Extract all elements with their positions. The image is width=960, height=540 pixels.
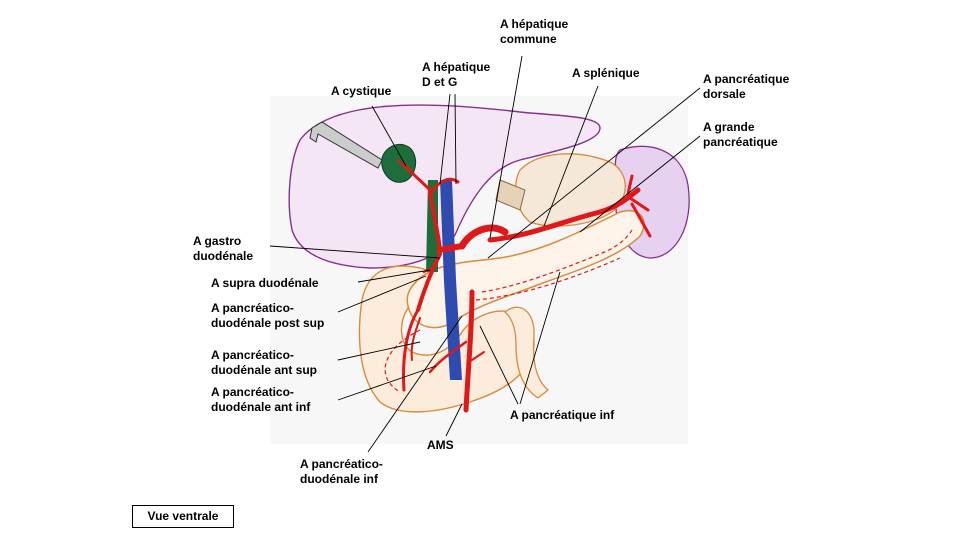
leader-pancreatique-inf-b [519,271,561,405]
label-hepatique-commune: A hépatique commune [500,17,568,47]
label-line: A splénique [572,66,640,80]
label-line: A pancréatico- [211,301,294,315]
label-line: duodénale ant sup [211,363,318,377]
label-pd-ant-inf: A pancréatico- duodénale ant inf [211,385,310,415]
label-line: AMS [427,438,454,452]
portal-vein [440,180,462,380]
label-supra-duodenale: A supra duodénale [211,276,319,291]
label-pancreatique-inf: A pancréatique inf [510,408,614,423]
leader-lines [269,55,701,453]
label-line: dorsale [703,87,746,101]
artery-hepatic-proper [428,188,442,252]
leader-gastro-duodenale [269,245,441,259]
view-label: Vue ventrale [132,505,234,528]
label-line: commune [500,32,557,46]
label-line: A hépatique [422,60,491,74]
label-grande-pancreatique: A grande pancréatique [703,120,778,150]
label-line: duodénale [193,249,254,263]
leader-pancreatique-dorsale [487,87,701,259]
leader-hepatique-g [454,93,457,185]
label-line: A supra duodénale [211,276,319,290]
label-line: A pancréatico- [300,457,383,471]
artery-pd-ant-sup [402,308,420,392]
artery-dorsal-pancreatic-dashed [481,229,633,293]
label-line: A pancréatico- [211,348,294,362]
leader-grande-pancreatique [579,135,701,233]
label-line: duodénale ant inf [211,400,311,414]
artery-splenic [487,187,641,243]
leader-ams [445,403,463,437]
artery-inf-pancreatic-dashed [475,257,621,301]
leader-pancreatique-inf-a [479,325,519,405]
artery-splenic-branch-a [628,196,650,212]
stomach-stump [495,179,526,211]
label-pd-post-sup: A pancréatico- duodénale post sup [211,301,324,331]
dashed-pancreatic-arteries [384,229,633,393]
artery-splenic-branch-c [626,174,634,196]
leader-pd-ant-sup [337,341,421,361]
artery-pd-post-sup [410,317,421,361]
pancreas [406,209,645,329]
leader-pd-post-sup [337,275,427,313]
jejunum [503,306,550,399]
label-splenique: A splénique [572,66,640,81]
label-line: A pancréatique inf [510,408,615,422]
retractor [309,121,383,169]
artery-celiac [458,224,509,250]
leader-cystique [371,105,407,167]
label-line: duodénale post sup [211,316,325,330]
arterial-tree [397,159,652,413]
label-line: A pancréatico- [211,385,294,399]
leader-hepatique-commune [489,55,523,239]
label-hepatique-dg: A hépatique D et G [422,60,490,90]
label-cystique: A cystique [331,84,391,99]
bile-duct [426,180,438,272]
label-line: A pancréatique [703,72,790,86]
leader-splenique [543,85,599,227]
artery-cystic [397,159,411,173]
label-line: A hépatique [500,17,569,31]
label-line: D et G [422,75,458,89]
leader-supra-duodenale [357,269,431,283]
leader-pd-ant-inf [337,365,437,401]
label-line: pancréatique [703,135,778,149]
label-pd-inf: A pancréatico- duodénale inf [300,457,383,487]
artery-pd-inf [428,340,468,374]
label-line: A gastro [193,234,242,248]
label-line: A cystique [331,84,392,98]
artery-sma-branch [471,351,485,361]
artery-splenic-branch-b [630,202,652,238]
artery-sma [463,289,475,413]
label-line: duodénale inf [300,472,378,486]
label-line: A grande [703,120,755,134]
leader-pd-inf [367,315,463,453]
label-ams: AMS [427,438,454,453]
artery-hepatic-common [437,243,465,253]
label-pd-ant-sup: A pancréatico- duodénale ant sup [211,348,317,378]
label-gastro-duodenale: A gastro duodénale [193,234,253,264]
gallbladder [381,143,417,183]
leader-hepatique-d [439,93,451,185]
label-pancreatique-dorsale: A pancréatique dorsale [703,72,789,102]
